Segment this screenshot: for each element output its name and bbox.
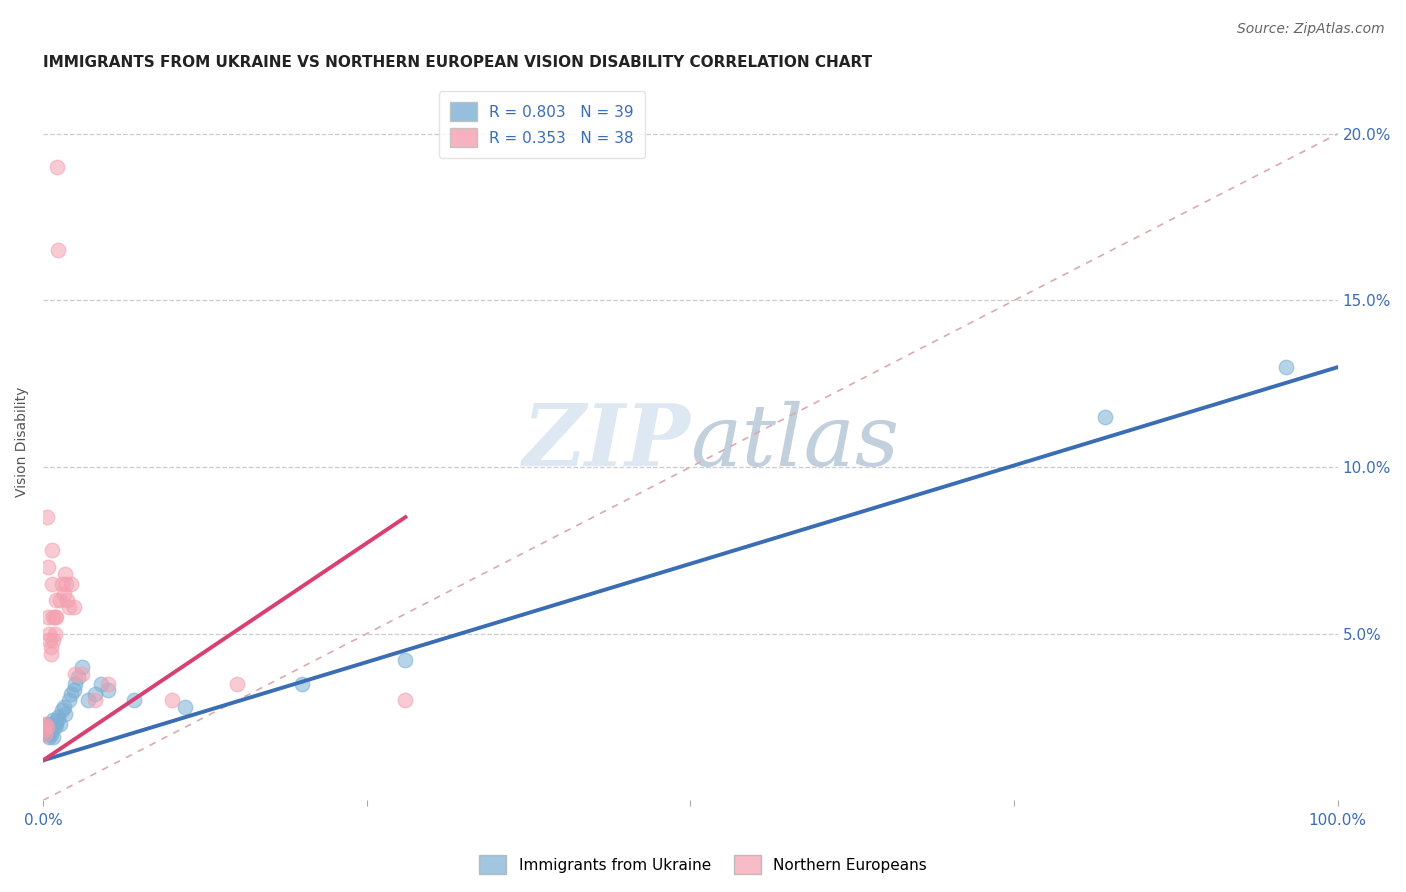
Point	[45, 593, 67, 607]
Point	[38, 633, 60, 648]
Text: IMMIGRANTS FROM UKRAINE VS NORTHERN EUROPEAN VISION DISABILITY CORRELATION CHART: IMMIGRANTS FROM UKRAINE VS NORTHERN EURO…	[44, 55, 872, 70]
Point	[34, 727, 56, 741]
Point	[122, 693, 145, 707]
Point	[162, 693, 184, 707]
Point	[58, 600, 80, 615]
Point	[41, 720, 63, 734]
Point	[37, 560, 59, 574]
Point	[60, 687, 83, 701]
Point	[35, 720, 58, 734]
Point	[42, 730, 65, 744]
Point	[55, 576, 77, 591]
Point	[174, 700, 197, 714]
Point	[41, 576, 63, 591]
Point	[90, 677, 112, 691]
Point	[38, 730, 60, 744]
Point	[39, 727, 62, 741]
Point	[41, 543, 63, 558]
Point	[1094, 410, 1116, 425]
Point	[394, 653, 416, 667]
Point	[48, 716, 70, 731]
Legend: R = 0.803   N = 39, R = 0.353   N = 38: R = 0.803 N = 39, R = 0.353 N = 38	[439, 92, 645, 158]
Point	[48, 593, 70, 607]
Point	[1275, 360, 1298, 375]
Point	[66, 670, 89, 684]
Text: ZIP: ZIP	[523, 401, 690, 483]
Point	[45, 610, 67, 624]
Y-axis label: Vision Disability: Vision Disability	[15, 387, 30, 498]
Point	[52, 700, 75, 714]
Point	[39, 647, 62, 661]
Point	[35, 510, 58, 524]
Point	[226, 677, 249, 691]
Point	[35, 720, 58, 734]
Point	[35, 723, 58, 738]
Point	[83, 687, 105, 701]
Text: atlas: atlas	[690, 401, 900, 483]
Text: Source: ZipAtlas.com: Source: ZipAtlas.com	[1237, 22, 1385, 37]
Point	[45, 716, 67, 731]
Point	[51, 703, 73, 717]
Point	[41, 716, 63, 731]
Point	[46, 714, 69, 728]
Point	[46, 160, 69, 174]
Point	[44, 720, 66, 734]
Point	[56, 593, 79, 607]
Point	[38, 627, 60, 641]
Point	[34, 723, 56, 738]
Point	[32, 720, 55, 734]
Point	[65, 677, 87, 691]
Point	[63, 600, 86, 615]
Point	[77, 693, 100, 707]
Point	[83, 693, 105, 707]
Point	[37, 716, 59, 731]
Point	[65, 666, 87, 681]
Point	[37, 610, 59, 624]
Point	[70, 666, 93, 681]
Point	[58, 693, 80, 707]
Point	[48, 710, 70, 724]
Point	[97, 683, 120, 698]
Point	[394, 693, 416, 707]
Point	[32, 720, 55, 734]
Point	[39, 723, 62, 738]
Point	[44, 627, 66, 641]
Point	[38, 720, 60, 734]
Point	[39, 640, 62, 654]
Point	[42, 714, 65, 728]
Point	[42, 633, 65, 648]
Point	[44, 610, 66, 624]
Point	[34, 727, 56, 741]
Point	[70, 660, 93, 674]
Point	[32, 723, 55, 738]
Point	[52, 587, 75, 601]
Point	[42, 610, 65, 624]
Legend: Immigrants from Ukraine, Northern Europeans: Immigrants from Ukraine, Northern Europe…	[472, 849, 934, 880]
Point	[51, 576, 73, 591]
Point	[53, 566, 76, 581]
Point	[34, 716, 56, 731]
Point	[97, 677, 120, 691]
Point	[60, 576, 83, 591]
Point	[291, 677, 314, 691]
Point	[48, 244, 70, 258]
Point	[53, 706, 76, 721]
Point	[37, 727, 59, 741]
Point	[63, 683, 86, 698]
